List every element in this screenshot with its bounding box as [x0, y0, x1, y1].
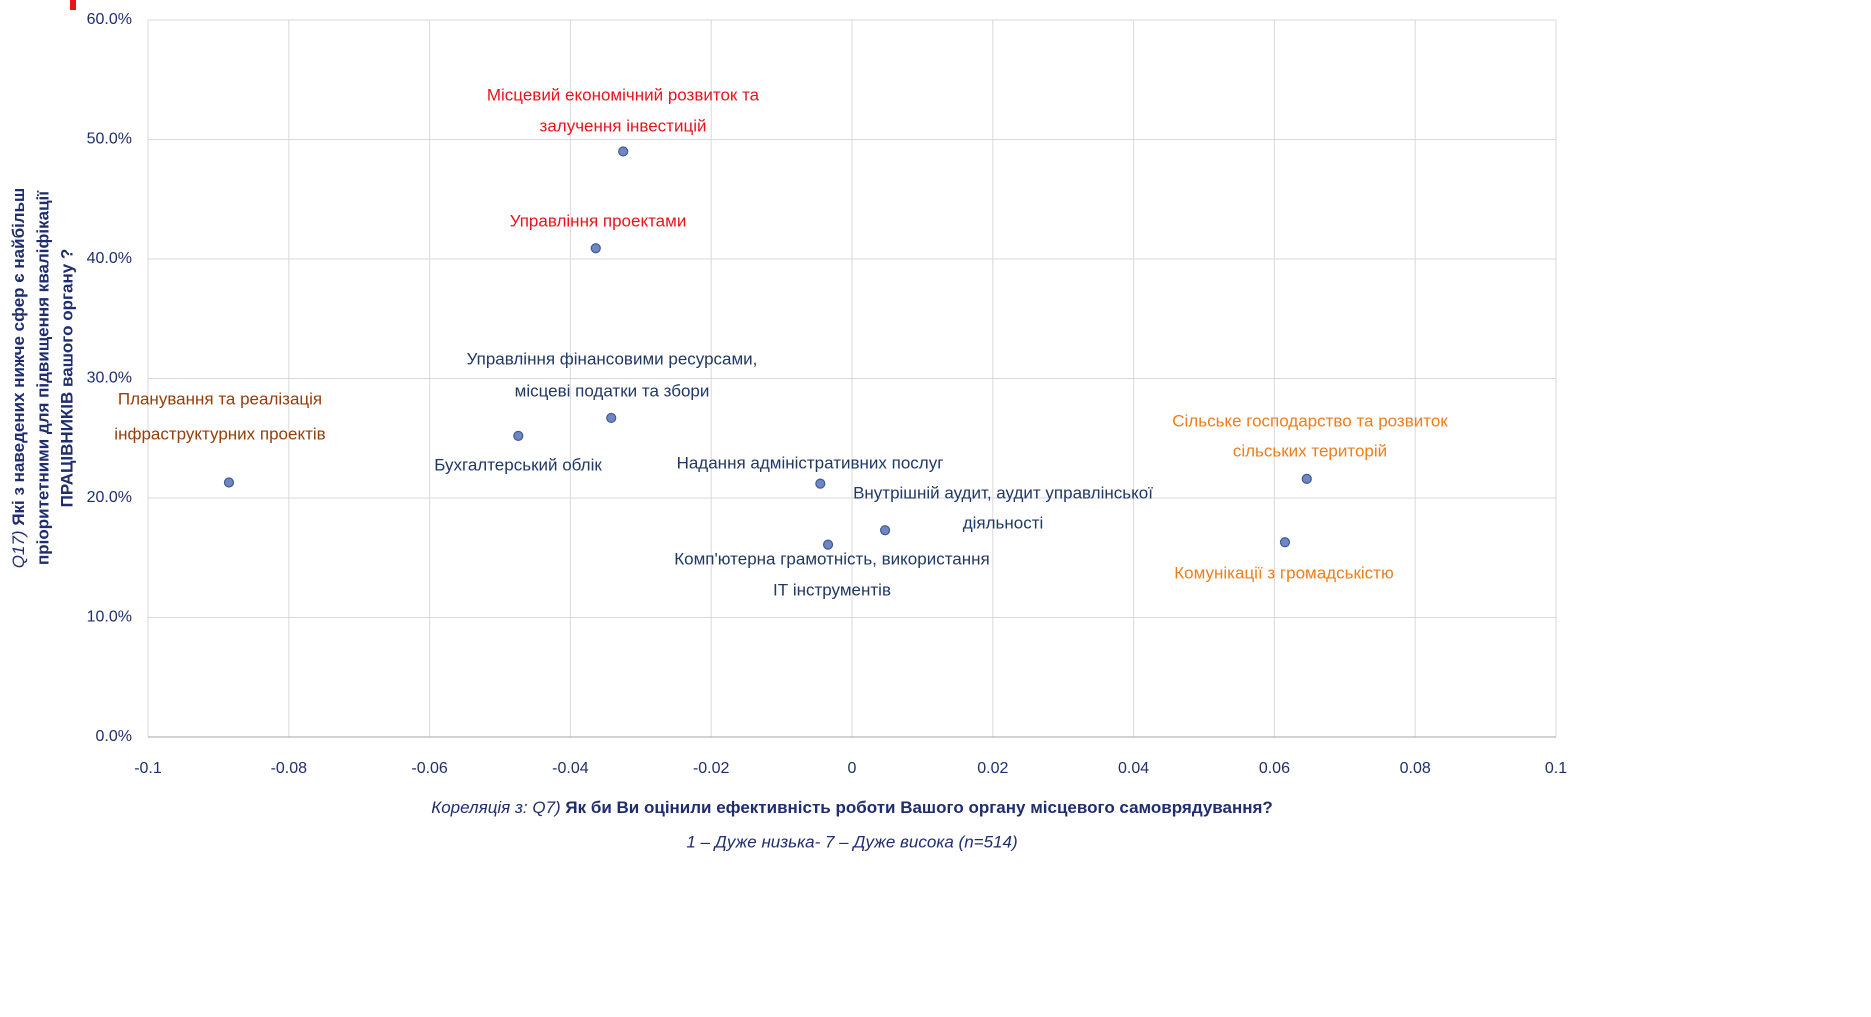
point: [1301, 473, 1312, 484]
point-label: Сільське господарство та розвиток: [1172, 411, 1448, 430]
x-tick-label: -0.1: [134, 760, 162, 777]
y-tick-label: 30.0%: [87, 370, 132, 387]
point: [822, 539, 834, 550]
x-tick-label: -0.08: [271, 760, 308, 777]
point-label: Бухгалтерський облік: [434, 455, 602, 474]
point-label: Управління фінансовими ресурсами,: [467, 349, 758, 368]
y-axis-title-part: Які з наведених нижче сфер є найбільш: [9, 188, 28, 526]
x-tick-label: 0: [848, 760, 857, 777]
y-tick-label: 0.0%: [96, 728, 132, 745]
point-label: Комп'ютерна грамотність, використання: [674, 549, 989, 568]
point: [1279, 537, 1291, 548]
y-axis-title: Q17) Які з наведених нижче сфер є найбіл…: [9, 188, 76, 568]
x-tick-label: 0.08: [1400, 760, 1431, 777]
x-tick-label: 0.06: [1259, 760, 1290, 777]
decoration: [70, 0, 76, 10]
y-axis-title-line: пріоритетними для підвищення кваліфікаці…: [33, 190, 52, 565]
point-label: залучення інвестицій: [540, 116, 707, 135]
point-label: інфраструктурних проектів: [114, 424, 325, 443]
point-label: Планування та реалізація: [118, 389, 322, 408]
point: [223, 477, 235, 488]
x-tick-label: 0.1: [1545, 760, 1567, 777]
x-tick-label: -0.02: [693, 760, 730, 777]
y-tick-label: 50.0%: [87, 131, 132, 148]
point: [879, 525, 891, 536]
x-axis-title-part: Кореляція з: Q7): [431, 798, 565, 817]
y-axis-title-line: ПРАЦІВНИКІВ вашого органу ?: [57, 249, 76, 508]
x-axis-title: Кореляція з: Q7) Як би Ви оцінили ефекти…: [431, 798, 1273, 817]
y-axis-title-part: Q17): [9, 526, 28, 569]
point-label: діяльності: [963, 513, 1044, 532]
y-axis-title-line: Q17) Які з наведених нижче сфер є найбіл…: [9, 188, 28, 568]
y-tick-label: 60.0%: [87, 11, 132, 28]
point-label: сільських територій: [1233, 441, 1387, 460]
point-label: Внутрішній аудит, аудит управлінської: [853, 483, 1153, 502]
x-axis-title-part: Як би Ви оцінили ефективність роботи Ваш…: [565, 798, 1272, 817]
x-axis-note: 1 – Дуже низька- 7 – Дуже висока (n=514): [686, 832, 1017, 851]
x-tick-label: 0.02: [977, 760, 1008, 777]
y-tick-label: 10.0%: [87, 609, 132, 626]
point: [815, 478, 826, 489]
point-label: ІТ інструментів: [773, 580, 891, 599]
x-tick-label: -0.04: [552, 760, 589, 777]
point-label: Управління проектами: [510, 211, 687, 230]
point: [513, 430, 524, 441]
point-label: місцеві податки та збори: [515, 381, 710, 400]
point-label: Комунікації з громадськістю: [1174, 563, 1394, 582]
point: [590, 243, 601, 254]
y-tick-label: 40.0%: [87, 250, 132, 267]
point: [618, 146, 629, 157]
x-tick-label: -0.06: [411, 760, 448, 777]
point-label: Надання адміністративних послуг: [677, 453, 944, 472]
x-tick-label: 0.04: [1118, 760, 1149, 777]
y-tick-label: 20.0%: [87, 489, 132, 506]
point: [606, 412, 617, 424]
point-label: Місцевий економічний розвиток та: [487, 85, 760, 104]
